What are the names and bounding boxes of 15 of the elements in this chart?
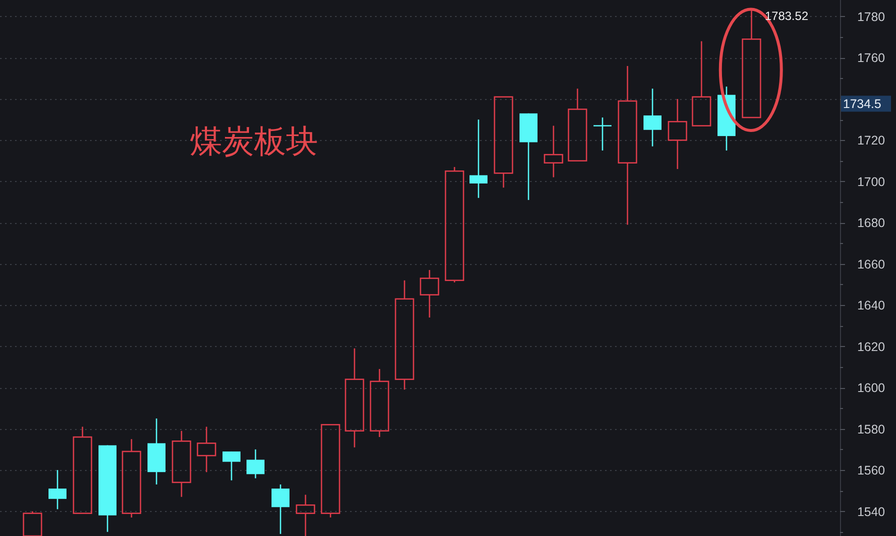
annotation: 1783.52 bbox=[764, 9, 809, 24]
y-tick-label: 1620 bbox=[857, 340, 886, 354]
text: 煤炭板块 bbox=[190, 122, 318, 160]
y-tick-label: 1780 bbox=[857, 10, 886, 24]
y-tick-label: 1660 bbox=[857, 257, 886, 272]
price-tag: 1734.5 bbox=[841, 96, 891, 112]
y-tick-label: 1560 bbox=[857, 464, 886, 478]
y-tick-label: 1700 bbox=[857, 174, 886, 189]
y-tick-label: 1760 bbox=[857, 51, 886, 66]
y-tick-label: 1580 bbox=[857, 422, 886, 436]
y-tick-label: 1600 bbox=[857, 381, 886, 396]
y-tick-label: 1540 bbox=[857, 504, 886, 519]
y-tick-label: 1720 bbox=[857, 134, 886, 148]
y-tick-label: 1680 bbox=[857, 216, 886, 230]
y-tick-label: 1640 bbox=[857, 298, 886, 313]
